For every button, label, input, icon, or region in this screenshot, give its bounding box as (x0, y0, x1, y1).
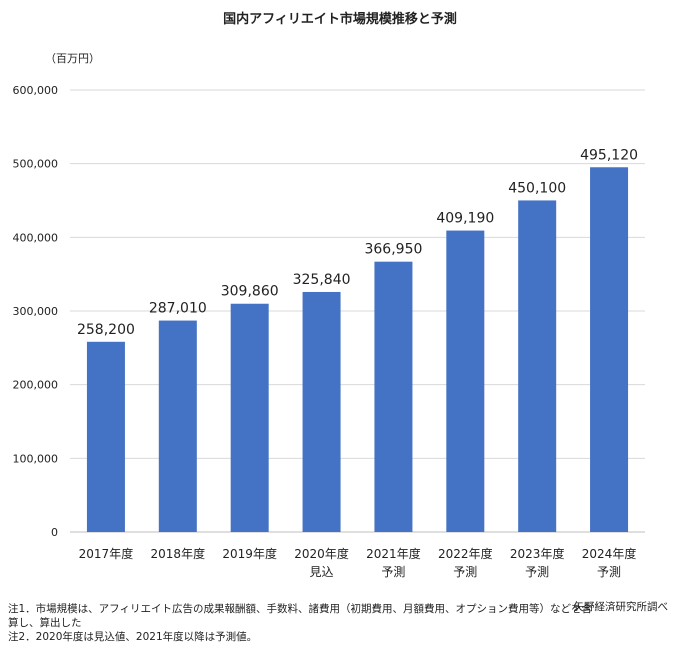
data-labels: 258,200 287,010 309,860 325,840 366,950 409,1… (77, 147, 638, 338)
bar (374, 261, 413, 532)
x-tick-label: 2023年度 (510, 546, 565, 561)
x-tick-label: 予測 (525, 565, 549, 579)
data-label: 450,100 (508, 180, 566, 196)
bar (86, 341, 125, 532)
x-tick-label: 予測 (381, 565, 405, 579)
y-tick-label: 400,000 (13, 231, 59, 244)
bar (302, 291, 341, 532)
y-axis-ticks: 0 100,000 200,000 300,000 400,000 500,000 600,… (13, 84, 59, 539)
x-tick-label: 2017年度 (79, 546, 134, 561)
source-credit: 矢野経済研究所調べ (573, 601, 669, 613)
data-label: 287,010 (149, 301, 207, 317)
chart-title: 国内アフィリエイト市場規模推移と予測 (223, 11, 457, 27)
y-tick-label: 200,000 (13, 379, 59, 392)
y-tick-label: 300,000 (13, 305, 59, 318)
bar-chart: 国内アフィリエイト市場規模推移と予測 （百万円） 0 100,000 200,000… (13, 11, 645, 579)
footnote-line: 注2．2020年度は見込値、2021年度以降は予測値。 (8, 631, 258, 643)
bar (590, 167, 629, 532)
x-tick-label: 2018年度 (151, 546, 206, 561)
bar (446, 230, 485, 533)
footnote-line: 注1．市場規模は、アフィリエイト広告の成果報酬額、手数料、諸費用（初期費用、月額… (8, 603, 592, 615)
x-tick-label: 見込 (310, 565, 334, 579)
bar (230, 303, 269, 532)
x-tick-label: 2020年度 (294, 546, 349, 561)
x-tick-label: 2024年度 (582, 546, 637, 561)
y-tick-label: 0 (51, 526, 58, 539)
y-tick-label: 600,000 (13, 84, 59, 97)
x-tick-label: 予測 (597, 565, 621, 579)
x-tick-label: 2021年度 (366, 546, 421, 561)
x-tick-label: 2019年度 (222, 546, 277, 561)
bar (158, 320, 197, 532)
data-label: 409,190 (436, 211, 494, 227)
data-label: 309,860 (221, 284, 279, 300)
y-axis-unit-label: （百万円） (45, 52, 100, 65)
bars (86, 167, 629, 533)
data-label: 258,200 (77, 322, 135, 338)
x-tick-label: 予測 (453, 565, 477, 579)
data-label: 366,950 (364, 242, 422, 258)
data-label: 325,840 (293, 272, 351, 288)
data-label: 495,120 (580, 147, 638, 163)
y-tick-label: 500,000 (13, 158, 59, 171)
y-tick-label: 100,000 (13, 452, 59, 465)
bar (518, 200, 557, 532)
footnote-line: 算し、算出した (8, 617, 82, 629)
x-tick-label: 2022年度 (438, 546, 493, 561)
x-axis-ticks: 2017年度 2018年度 2019年度 2020年度見込2021年度予測2022年度… (79, 546, 637, 579)
footnotes: 注1．市場規模は、アフィリエイト広告の成果報酬額、手数料、諸費用（初期費用、月額… (8, 602, 672, 644)
